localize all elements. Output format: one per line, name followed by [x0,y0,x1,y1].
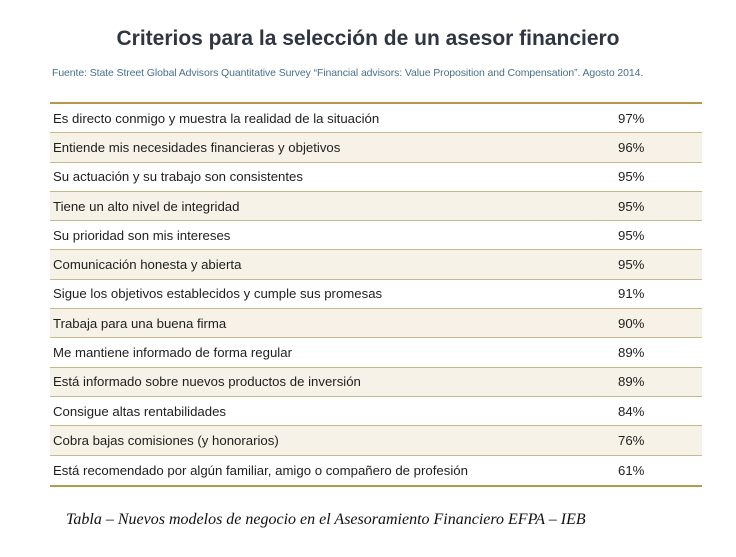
table-row: Está informado sobre nuevos productos de… [50,367,702,397]
criterion-label: Su prioridad son mis intereses [53,227,231,243]
table-row: Su prioridad son mis intereses 95% [50,221,702,251]
criterion-percentage: 84% [618,403,645,419]
table-row: Consigue altas rentabilidades 84% [50,397,702,427]
criterion-percentage: 90% [618,315,645,331]
table-row: Cobra bajas comisiones (y honorarios) 76… [50,426,702,456]
criterion-label: Sigue los objetivos establecidos y cumpl… [53,286,383,302]
criterion-label: Consigue altas rentabilidades [53,403,227,419]
criterion-label: Me mantiene informado de forma regular [53,345,292,361]
table-row: Trabaja para una buena firma 90% [50,309,702,339]
criterion-label: Su actuación y su trabajo son consistent… [53,169,303,185]
criterion-label: Tiene un alto nivel de integridad [53,198,240,214]
table-row: Su actuación y su trabajo son consistent… [50,163,702,192]
table-caption: Tabla – Nuevos modelos de negocio en el … [66,511,586,528]
criterion-label: Está informado sobre nuevos productos de… [53,374,361,390]
criterion-label: Está recomendado por algún familiar, ami… [53,462,468,478]
criterion-label: Comunicación honesta y abierta [53,257,242,273]
criterion-label: Cobra bajas comisiones (y honorarios) [53,432,279,448]
page-title: Criterios para la selección de un asesor… [116,27,620,50]
table-row: Está recomendado por algún familiar, ami… [50,456,702,485]
criterion-percentage: 96% [618,139,645,155]
criterion-percentage: 95% [618,227,645,243]
criterion-percentage: 76% [618,432,645,448]
table-row: Es directo conmigo y muestra la realidad… [50,104,702,134]
criterion-percentage: 95% [618,198,645,214]
table-row: Sigue los objetivos establecidos y cumpl… [50,280,702,310]
criteria-table: Es directo conmigo y muestra la realidad… [50,102,702,487]
criterion-label: Es directo conmigo y muestra la realidad… [53,110,380,126]
criterion-percentage: 89% [618,345,645,361]
table-row: Comunicación honesta y abierta 95% [50,250,702,280]
criterion-label: Trabaja para una buena firma [53,315,227,331]
criterion-percentage: 91% [618,286,645,302]
criterion-label: Entiende mis necesidades financieras y o… [53,139,341,155]
table-row: Me mantiene informado de forma regular 8… [50,338,702,368]
criterion-percentage: 97% [618,110,645,126]
criterion-percentage: 89% [618,374,645,390]
table-row: Tiene un alto nivel de integridad 95% [50,191,702,222]
criterion-percentage: 95% [618,169,645,185]
criterion-percentage: 61% [618,462,645,478]
criterion-percentage: 95% [618,257,645,273]
table-row: Entiende mis necesidades financieras y o… [50,133,702,163]
source-note: Fuente: State Street Global Advisors Qua… [52,67,644,79]
